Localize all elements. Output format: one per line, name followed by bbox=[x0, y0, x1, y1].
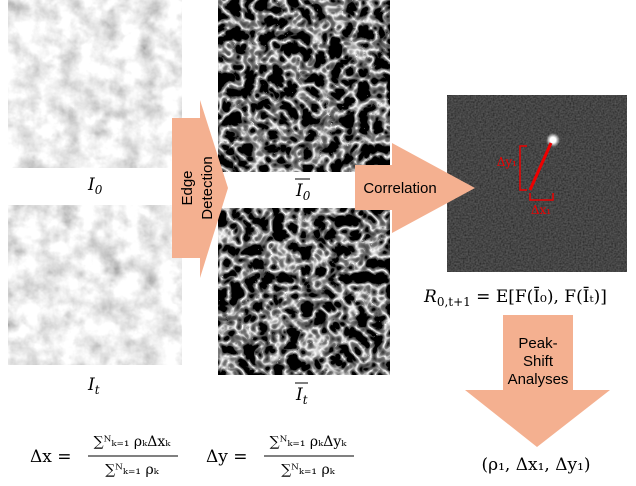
dx-label: Δx₁ bbox=[531, 203, 551, 217]
arrow-text: Detection bbox=[199, 156, 216, 219]
dy-formula: Δy = ∑ᴺₖ₌₁ ρₖΔyₖ ∑ᴺₖ₌₁ ρₖ bbox=[206, 434, 354, 478]
arrow-text: Shift bbox=[523, 353, 554, 370]
arrow-text: Peak- bbox=[518, 335, 557, 352]
edge-image bbox=[218, 0, 390, 172]
formula-num: ∑ᴺₖ₌₁ ρₖΔyₖ bbox=[270, 434, 348, 450]
formula-num: ∑ᴺₖ₌₁ ρₖΔxₖ bbox=[94, 434, 172, 450]
correlation-formula: R0,t+1 = E[F(Ī₀), F(Īₜ)] bbox=[423, 286, 607, 309]
diagram: Δy₁ Δx₁ Edge Detection Correlation Peak-… bbox=[0, 0, 636, 486]
arrow-text: Analyses bbox=[508, 371, 569, 388]
formula-den: ∑ᴺₖ₌₁ ρₖ bbox=[281, 462, 335, 478]
peak bbox=[546, 133, 560, 147]
dy-label: Δy₁ bbox=[497, 155, 517, 169]
arrow-text: Edge bbox=[179, 170, 196, 205]
edge-image bbox=[218, 208, 390, 375]
edge-label: I0 bbox=[295, 181, 311, 203]
input-label: It bbox=[87, 375, 100, 397]
formula-lhs: Δy = bbox=[206, 447, 248, 467]
input-label: I0 bbox=[87, 175, 103, 197]
correlation-map bbox=[447, 95, 627, 272]
formula-lhs: Δx = bbox=[30, 447, 72, 467]
formula-den: ∑ᴺₖ₌₁ ρₖ bbox=[105, 462, 159, 478]
arrow-text: Correlation bbox=[363, 180, 436, 197]
input-image bbox=[8, 0, 182, 168]
input-image bbox=[8, 205, 182, 365]
result: (ρ₁, Δx₁, Δy₁) bbox=[481, 455, 590, 475]
dx-formula: Δx = ∑ᴺₖ₌₁ ρₖΔxₖ ∑ᴺₖ₌₁ ρₖ bbox=[30, 434, 178, 478]
edge-label: It bbox=[295, 385, 308, 407]
